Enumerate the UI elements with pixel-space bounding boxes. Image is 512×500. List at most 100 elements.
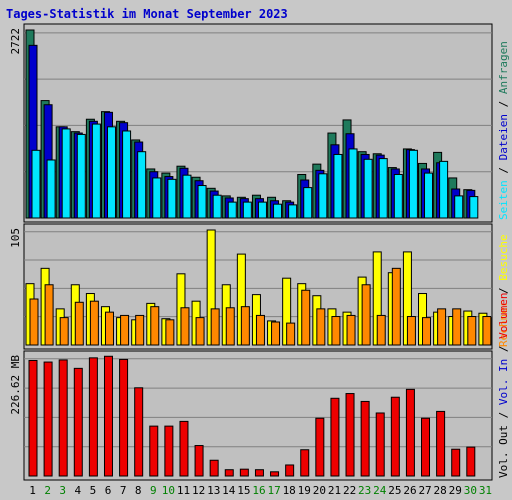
legend-entry: Dateien: [497, 114, 510, 160]
bar-rechner-day-21: [331, 316, 341, 346]
bar-volumen-day-26: [405, 388, 415, 477]
bar-seiten-day-10: [167, 178, 177, 219]
day-label-13: 13: [207, 484, 220, 497]
bar-rechner-day-28: [437, 308, 447, 346]
day-label-16: 16: [252, 484, 265, 497]
bar-volumen-day-21: [330, 397, 340, 477]
panel-3: 226.62 MB Vol. Out / Vol. In / Volumen: [9, 293, 510, 481]
day-label-1: 1: [29, 484, 36, 497]
bar-seiten-day-3: [61, 128, 71, 219]
bar-seiten-day-30: [469, 196, 479, 219]
day-label-6: 6: [105, 484, 112, 497]
bar-volumen-day-30: [466, 446, 476, 477]
legend-entry: /: [497, 160, 510, 180]
day-label-27: 27: [418, 484, 431, 497]
bar-volumen-day-13: [209, 459, 219, 477]
bar-volumen-day-11: [179, 420, 189, 477]
bar-volumen-day-14: [224, 469, 234, 477]
bar-volumen-day-23: [360, 400, 370, 477]
day-label-18: 18: [283, 484, 296, 497]
legend-entry: /: [497, 281, 510, 301]
bar-volumen-day-3: [58, 359, 68, 477]
bar-rechner-day-19: [301, 289, 311, 346]
bar-volumen-day-16: [254, 469, 264, 477]
bar-rechner-day-17: [271, 321, 281, 346]
day-label-23: 23: [358, 484, 371, 497]
bar-volumen-day-12: [194, 445, 204, 477]
legend-entry: Seiten: [497, 180, 510, 220]
bar-volumen-day-18: [285, 464, 295, 477]
bar-seiten-day-17: [273, 203, 283, 219]
day-label-11: 11: [177, 484, 190, 497]
bar-seiten-day-8: [137, 151, 147, 219]
bar-seiten-day-26: [408, 149, 418, 219]
bar-volumen-day-5: [88, 357, 98, 477]
bar-volumen-day-9: [149, 425, 159, 477]
day-label-2: 2: [44, 484, 51, 497]
bar-rechner-day-10: [165, 319, 175, 346]
bar-rechner-day-2: [44, 284, 54, 346]
legend-entry: /: [497, 405, 510, 425]
day-label-10: 10: [162, 484, 175, 497]
legend-entry: Vol. In: [497, 359, 510, 405]
panel-1: 2722 Seiten / Dateien / Anfragen: [9, 23, 510, 223]
day-label-22: 22: [343, 484, 356, 497]
bar-seiten-day-28: [439, 160, 449, 219]
bar-seiten-day-14: [227, 201, 237, 219]
bar-rechner-day-11: [180, 307, 190, 346]
bar-rechner-day-18: [286, 322, 296, 346]
day-label-5: 5: [90, 484, 97, 497]
panel-2: 105 Rechner / Besuche: [9, 223, 510, 350]
day-label-28: 28: [434, 484, 447, 497]
bar-seiten-day-25: [393, 173, 403, 219]
bar-rechner-day-1: [29, 298, 39, 346]
bar-seiten-day-23: [363, 158, 373, 219]
bar-seiten-day-11: [182, 174, 192, 219]
bar-seiten-day-4: [76, 133, 86, 219]
bar-rechner-day-3: [59, 317, 69, 346]
bar-seiten-day-22: [348, 148, 358, 219]
day-label-3: 3: [59, 484, 66, 497]
bar-rechner-day-4: [74, 301, 84, 346]
y-axis-label: 105: [9, 228, 22, 248]
bar-rechner-day-5: [89, 300, 99, 346]
bar-rechner-day-15: [240, 306, 250, 346]
bar-volumen-day-25: [390, 396, 400, 477]
bar-volumen-day-2: [43, 361, 53, 477]
bar-seiten-day-12: [197, 185, 207, 219]
day-label-19: 19: [298, 484, 311, 497]
legend: Seiten / Dateien / Anfragen: [497, 41, 510, 220]
y-axis-label: 226.62 MB: [9, 355, 22, 415]
chart-title: Tages-Statistik im Monat September 2023: [6, 7, 288, 21]
bar-rechner-day-16: [255, 314, 265, 346]
bar-seiten-day-13: [212, 194, 222, 219]
bar-seiten-day-21: [333, 153, 343, 219]
day-label-15: 15: [237, 484, 250, 497]
legend-entry: Rechner: [497, 300, 510, 347]
day-label-25: 25: [388, 484, 401, 497]
bar-volumen-day-10: [164, 425, 174, 477]
day-label-26: 26: [403, 484, 416, 497]
day-label-8: 8: [135, 484, 142, 497]
bar-rechner-day-6: [104, 311, 114, 346]
day-label-4: 4: [75, 484, 82, 497]
bar-seiten-day-19: [303, 187, 313, 219]
bar-volumen-day-7: [119, 358, 129, 477]
day-label-30: 30: [464, 484, 477, 497]
legend-entry: /: [497, 339, 510, 359]
legend-entry: Besuche: [497, 234, 510, 280]
bar-rechner-day-8: [135, 314, 145, 346]
bar-rechner-day-14: [225, 307, 235, 346]
day-label-29: 29: [449, 484, 462, 497]
bar-volumen-day-4: [73, 367, 83, 477]
bar-seiten-day-20: [318, 173, 328, 219]
bar-rechner-day-29: [452, 308, 462, 346]
legend-entry: Vol. Out: [497, 425, 510, 478]
bar-rechner-day-20: [316, 308, 326, 346]
bar-rechner-day-24: [376, 314, 386, 346]
bar-volumen-day-27: [421, 417, 431, 477]
bar-rechner-day-26: [406, 316, 416, 346]
legend-entry: Volumen: [497, 293, 510, 339]
bar-seiten-day-1: [31, 149, 41, 219]
